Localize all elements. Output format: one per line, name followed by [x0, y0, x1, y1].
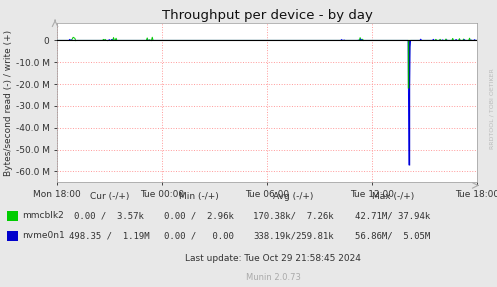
Text: 56.86M/  5.05M: 56.86M/ 5.05M: [355, 231, 430, 240]
Text: 42.71M/ 37.94k: 42.71M/ 37.94k: [355, 211, 430, 220]
Text: 498.35 /  1.19M: 498.35 / 1.19M: [69, 231, 150, 240]
Text: RRDTOOL / TOBI OETIKER: RRDTOOL / TOBI OETIKER: [490, 69, 495, 150]
Text: 0.00 /   0.00: 0.00 / 0.00: [164, 231, 234, 240]
Text: 0.00 /  3.57k: 0.00 / 3.57k: [75, 211, 144, 220]
Text: Last update: Tue Oct 29 21:58:45 2024: Last update: Tue Oct 29 21:58:45 2024: [185, 254, 361, 263]
Text: Munin 2.0.73: Munin 2.0.73: [246, 273, 301, 282]
Text: 170.38k/  7.26k: 170.38k/ 7.26k: [253, 211, 333, 220]
Text: 0.00 /  2.96k: 0.00 / 2.96k: [164, 211, 234, 220]
Y-axis label: Bytes/second read (-) / write (+): Bytes/second read (-) / write (+): [4, 30, 13, 176]
Text: Max (-/+): Max (-/+): [371, 193, 414, 201]
Text: mmcblk2: mmcblk2: [22, 211, 64, 220]
Text: nvme0n1: nvme0n1: [22, 231, 65, 240]
Text: Cur (-/+): Cur (-/+): [89, 193, 129, 201]
Title: Throughput per device - by day: Throughput per device - by day: [162, 9, 373, 22]
Text: Min (-/+): Min (-/+): [179, 193, 219, 201]
Text: 338.19k/259.81k: 338.19k/259.81k: [253, 231, 333, 240]
Text: Avg (-/+): Avg (-/+): [273, 193, 314, 201]
